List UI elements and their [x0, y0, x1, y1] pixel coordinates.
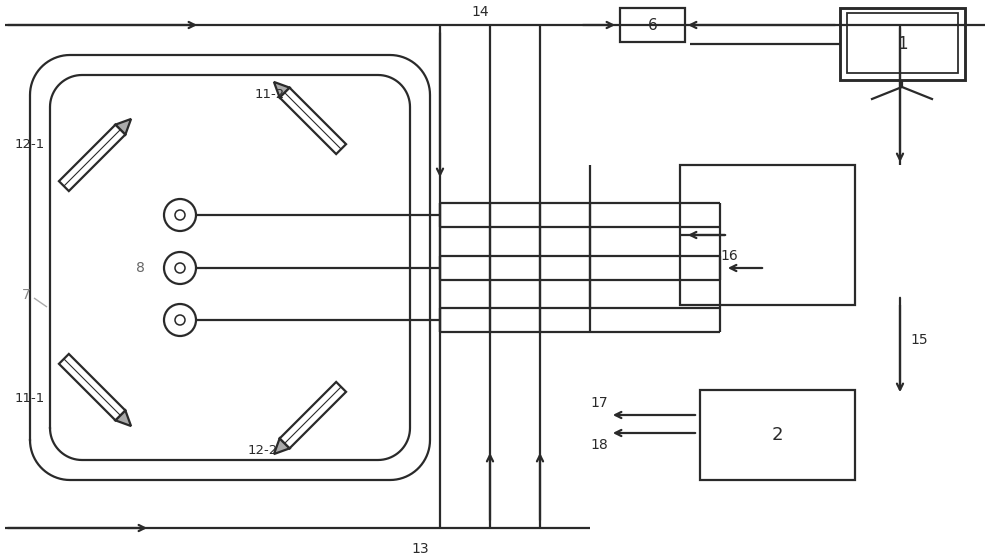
- Text: 12-2: 12-2: [248, 444, 278, 456]
- Polygon shape: [280, 382, 346, 448]
- Text: 14: 14: [471, 5, 489, 19]
- Text: 11-2: 11-2: [255, 88, 285, 102]
- Text: 2: 2: [772, 426, 783, 444]
- Polygon shape: [116, 410, 131, 426]
- Bar: [847, 13, 958, 73]
- Polygon shape: [116, 119, 131, 134]
- Text: 11-1: 11-1: [15, 392, 45, 404]
- Polygon shape: [59, 124, 125, 191]
- Text: 1: 1: [897, 35, 908, 53]
- Bar: [700, 390, 855, 480]
- Text: 6: 6: [648, 18, 657, 33]
- Polygon shape: [280, 87, 346, 154]
- Text: 12-1: 12-1: [15, 138, 45, 152]
- Text: 15: 15: [910, 333, 928, 347]
- Bar: [620, 8, 685, 42]
- Text: 18: 18: [590, 438, 608, 452]
- Text: 17: 17: [590, 396, 608, 410]
- Text: 13: 13: [411, 542, 429, 553]
- Polygon shape: [274, 439, 289, 454]
- Bar: [680, 165, 855, 305]
- Polygon shape: [59, 354, 125, 420]
- Polygon shape: [274, 82, 289, 97]
- Text: 16: 16: [720, 249, 738, 263]
- Text: 7: 7: [22, 288, 31, 302]
- Bar: [840, 8, 965, 80]
- Text: 8: 8: [136, 261, 144, 275]
